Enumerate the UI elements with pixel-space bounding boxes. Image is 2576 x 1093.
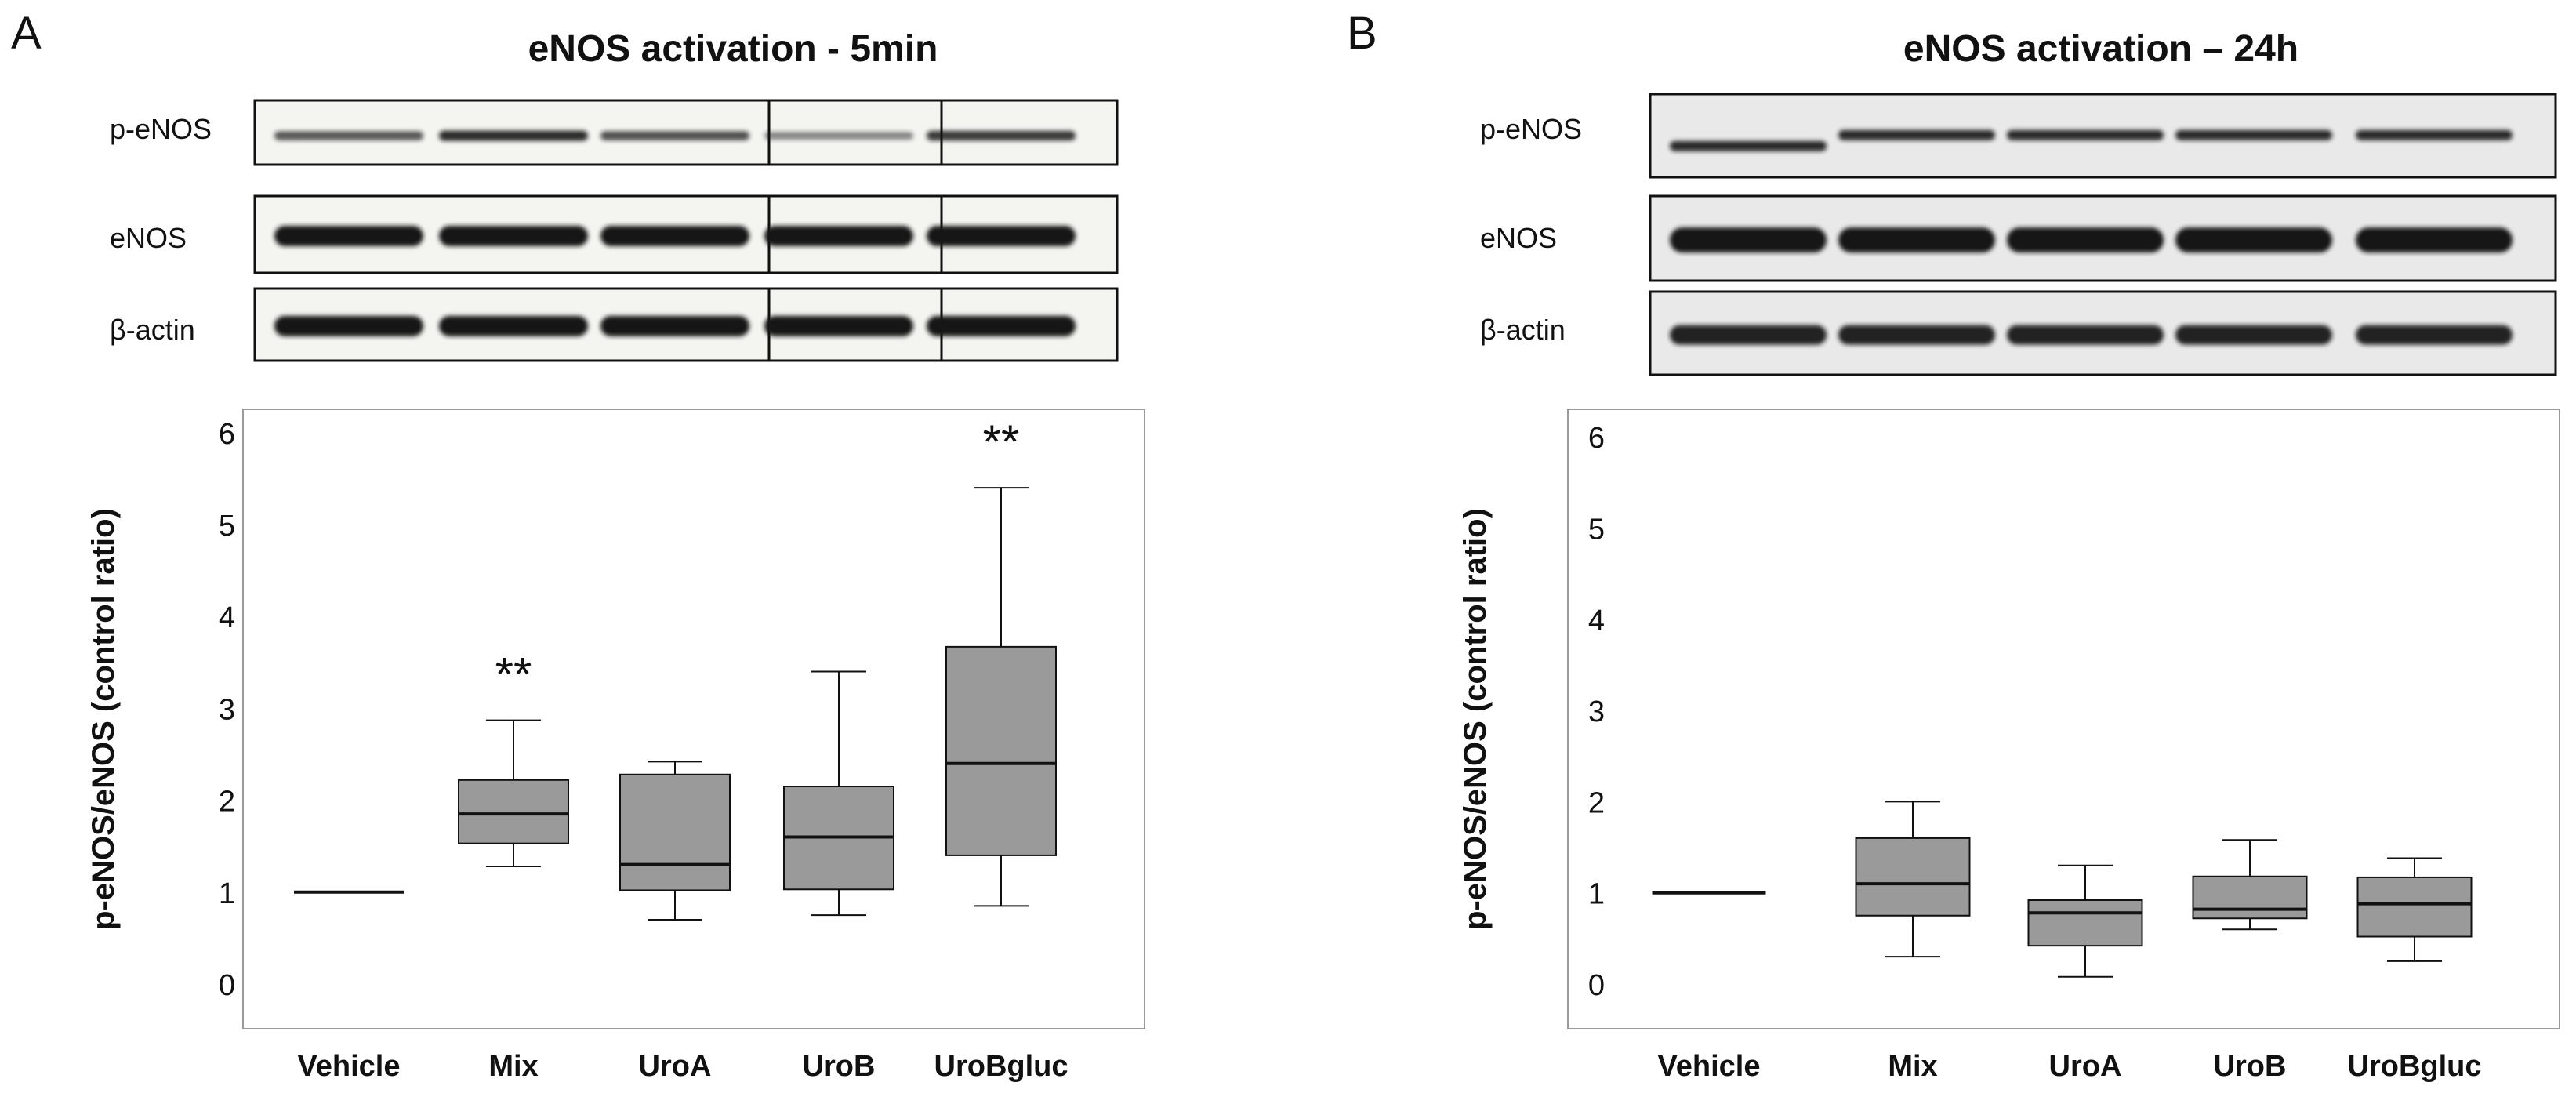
blot-label-beta-actin: β-actin: [1480, 314, 1566, 346]
x-category-label: UroA: [639, 1050, 712, 1083]
panel-a: A eNOS activation - 5min p-eNOS eNOS β-a…: [11, 8, 1145, 1083]
y-axis-label: p-eNOS/eNOS (control ratio): [1458, 508, 1493, 930]
blot-band: [439, 315, 588, 336]
iqr-box: [458, 779, 569, 844]
x-category-label: Mix: [488, 1050, 538, 1083]
blot-label-p-enos: p-eNOS: [110, 113, 212, 145]
iqr-box: [2356, 876, 2473, 938]
blot-band: [600, 225, 749, 246]
panel-b-box-plot: p-eNOS/eNOS (control ratio) 0 1 2 3 4 5 6 Vehic…: [1458, 409, 2560, 1083]
blot-band: [274, 225, 423, 246]
blot-label-enos: eNOS: [110, 222, 187, 254]
y-tick-label: 0: [219, 969, 235, 1002]
y-tick-label: 3: [219, 693, 235, 726]
iqr-box: [1855, 837, 1971, 917]
panel-a-western-blot: p-eNOS eNOS β-actin: [110, 99, 1119, 362]
x-category-label: UroA: [2049, 1050, 2122, 1083]
y-axis-label: p-eNOS/eNOS (control ratio): [86, 508, 121, 930]
panel-b-western-blot: p-eNOS eNOS β-actin: [1480, 93, 2557, 376]
y-tick-label: 1: [219, 877, 235, 910]
blot-band: [1670, 325, 1827, 345]
y-tick-label: 5: [219, 510, 235, 543]
iqr-box: [2192, 875, 2308, 920]
iqr-box: [945, 645, 1057, 856]
blot-band: [2175, 227, 2332, 253]
blot-label-enos: eNOS: [1480, 222, 1557, 254]
blot-band: [2175, 129, 2332, 140]
y-tick-label: 3: [1588, 695, 1605, 728]
y-tick-label: 1: [1588, 878, 1605, 911]
panel-a-box-plot: p-eNOS/eNOS (control ratio) 0 1 2 3 4 5 6 Vehic…: [86, 409, 1145, 1083]
blot-band: [2356, 325, 2513, 345]
significance-marker: **: [983, 416, 1020, 468]
blot-band: [274, 315, 423, 336]
y-tick-label: 4: [219, 601, 235, 634]
x-category-label: UroBgluc: [934, 1050, 1068, 1083]
blot-band: [927, 225, 1076, 246]
blot-band: [600, 315, 749, 336]
y-tick-label: 5: [1588, 514, 1605, 546]
blot-band: [439, 225, 588, 246]
panel-b-title: eNOS activation – 24h: [1903, 28, 2298, 70]
blot-band: [2356, 227, 2513, 253]
blot-band: [2007, 129, 2164, 140]
panel-a-title: eNOS activation - 5min: [528, 28, 938, 70]
blot-band: [2007, 227, 2164, 253]
blot-band: [274, 131, 423, 140]
panel-b: B eNOS activation – 24h p-eNOS eNOS β-ac…: [1347, 8, 2560, 1083]
blot-band: [1838, 325, 1995, 345]
blot-band: [439, 130, 588, 141]
blot-band: [2175, 325, 2332, 345]
x-category-label: UroB: [2214, 1050, 2287, 1083]
x-category-label: UroB: [803, 1050, 876, 1083]
blot-band: [2007, 325, 2164, 345]
plot-area-frame: [1567, 409, 2560, 1029]
blot-band: [764, 315, 913, 336]
blot-band: [1670, 227, 1827, 253]
y-tick-label: 2: [219, 786, 235, 819]
y-tick-label: 4: [1588, 605, 1605, 637]
plot-area-frame: [242, 409, 1145, 1029]
blot-label-beta-actin: β-actin: [110, 314, 195, 346]
y-tick-label: 2: [1588, 786, 1605, 819]
iqr-box: [619, 773, 731, 891]
significance-marker: **: [495, 648, 532, 701]
blot-band: [1838, 129, 1995, 140]
blot-band: [1838, 227, 1995, 253]
x-category-label: UroBgluc: [2348, 1050, 2482, 1083]
x-category-label: Vehicle: [1658, 1050, 1761, 1083]
x-category-label: Vehicle: [298, 1050, 401, 1083]
blot-band: [764, 132, 913, 140]
y-tick-label: 6: [1588, 422, 1605, 455]
blot-band: [1670, 140, 1827, 151]
x-category-label: Mix: [1888, 1050, 1937, 1083]
y-tick-label: 6: [219, 418, 235, 451]
blot-band: [927, 315, 1076, 336]
blot-band: [764, 225, 913, 246]
blot-band: [2356, 129, 2513, 140]
blot-band: [600, 131, 749, 140]
blot-label-p-enos: p-eNOS: [1480, 113, 1582, 145]
panel-a-letter: A: [11, 8, 42, 59]
iqr-box: [2027, 899, 2143, 947]
panel-b-letter: B: [1347, 8, 1377, 59]
y-tick-label: 0: [1588, 969, 1605, 1002]
blot-band: [927, 130, 1076, 141]
